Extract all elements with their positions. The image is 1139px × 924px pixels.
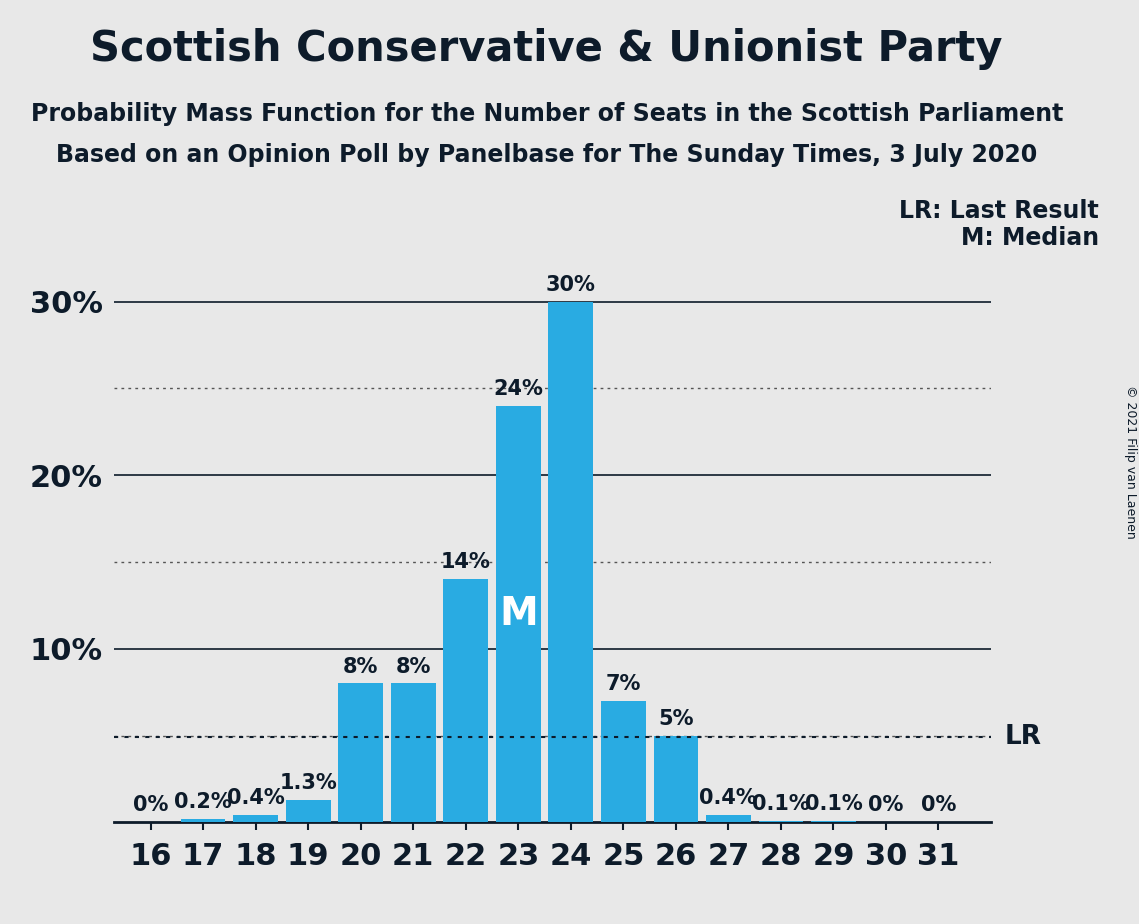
Bar	[286, 800, 330, 822]
Text: Scottish Conservative & Unionist Party: Scottish Conservative & Unionist Party	[90, 28, 1003, 69]
Bar	[706, 815, 751, 822]
Bar	[233, 815, 278, 822]
Text: 0.4%: 0.4%	[699, 788, 757, 808]
Text: 0%: 0%	[133, 796, 169, 815]
Text: LR: LR	[1005, 724, 1041, 750]
Bar	[443, 579, 489, 822]
Text: 0.1%: 0.1%	[804, 794, 862, 814]
Bar	[654, 736, 698, 822]
Text: 8%: 8%	[395, 657, 431, 676]
Text: 0%: 0%	[868, 796, 903, 815]
Text: © 2021 Filip van Laenen: © 2021 Filip van Laenen	[1124, 385, 1137, 539]
Text: Probability Mass Function for the Number of Seats in the Scottish Parliament: Probability Mass Function for the Number…	[31, 102, 1063, 126]
Bar	[601, 700, 646, 822]
Text: 24%: 24%	[493, 379, 543, 399]
Text: LR: Last Result: LR: Last Result	[900, 199, 1099, 223]
Text: 7%: 7%	[606, 674, 641, 694]
Bar	[495, 406, 541, 822]
Text: 0.4%: 0.4%	[227, 788, 285, 808]
Text: Based on an Opinion Poll by Panelbase for The Sunday Times, 3 July 2020: Based on an Opinion Poll by Panelbase fo…	[56, 143, 1038, 167]
Text: 0%: 0%	[920, 796, 956, 815]
Text: 0.2%: 0.2%	[174, 792, 232, 812]
Text: 1.3%: 1.3%	[279, 772, 337, 793]
Text: M: Median: M: Median	[961, 226, 1099, 250]
Bar	[759, 821, 803, 822]
Text: M: M	[499, 595, 538, 633]
Text: 14%: 14%	[441, 553, 491, 572]
Bar	[338, 684, 383, 822]
Text: 0.1%: 0.1%	[752, 794, 810, 814]
Bar	[391, 684, 435, 822]
Text: 5%: 5%	[658, 709, 694, 729]
Bar	[181, 819, 226, 822]
Bar	[549, 301, 593, 822]
Text: 8%: 8%	[343, 657, 378, 676]
Text: 30%: 30%	[546, 274, 596, 295]
Bar	[811, 821, 855, 822]
